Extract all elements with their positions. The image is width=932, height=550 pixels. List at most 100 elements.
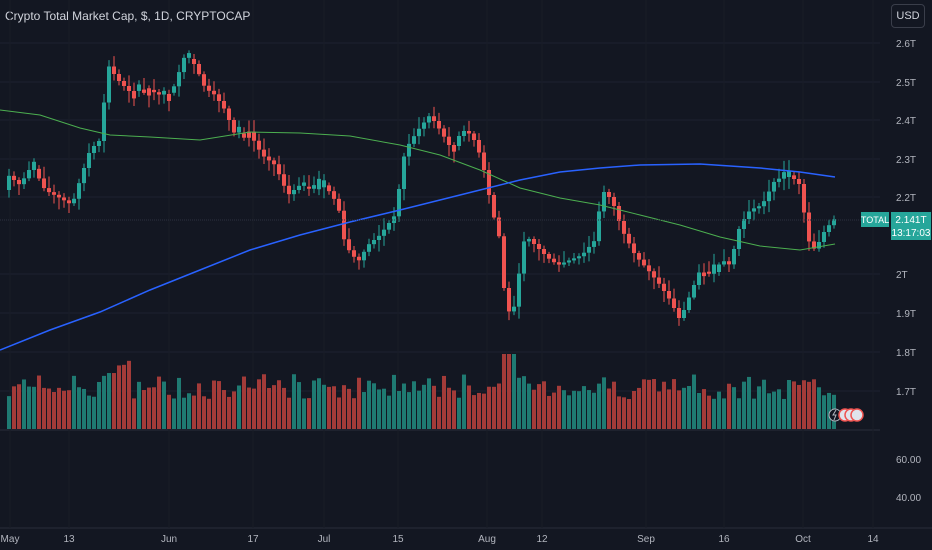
volume-bar (617, 396, 621, 429)
volume-bar (422, 384, 426, 429)
candle (397, 189, 401, 217)
candle (7, 175, 11, 190)
candle (742, 219, 746, 229)
volume-bar (522, 376, 526, 429)
volume-bar (742, 381, 746, 429)
volume-bar (77, 387, 81, 429)
candle (127, 86, 131, 91)
price-axis-tick: 1.7T (896, 387, 916, 398)
candle (357, 256, 361, 261)
x-axis-tick: Aug (478, 534, 496, 545)
volume-bar (717, 391, 721, 429)
volume-bar (777, 389, 781, 429)
volume-bar (207, 398, 211, 429)
volume-bar (697, 392, 701, 429)
candle (677, 308, 681, 318)
candle (427, 116, 431, 123)
volume-bar (462, 374, 466, 429)
volume-bar (722, 398, 726, 429)
x-axis-tick: Jul (318, 534, 331, 545)
volume-bar (272, 385, 276, 429)
candle (832, 219, 836, 226)
candle (687, 297, 691, 310)
currency-button[interactable]: USD (891, 4, 925, 28)
candle (437, 121, 441, 129)
candle (587, 246, 591, 253)
candle (217, 94, 221, 101)
candle (737, 229, 741, 249)
candle (482, 152, 486, 170)
candle (202, 74, 206, 86)
candle (827, 225, 831, 232)
volume-bar (67, 390, 71, 429)
candle (237, 126, 241, 133)
volume-bar (672, 379, 676, 429)
candle (112, 66, 116, 74)
candle (797, 179, 801, 184)
candle (612, 197, 616, 206)
candle (497, 217, 501, 237)
volume-bar (142, 390, 146, 429)
volume-bar (822, 395, 826, 429)
candle (597, 211, 601, 242)
candle (792, 175, 796, 179)
candle (812, 241, 816, 249)
candle (267, 156, 271, 161)
candle (602, 192, 606, 212)
volume-bar (667, 389, 671, 429)
candle (767, 191, 771, 202)
volume-bar (502, 354, 506, 429)
volume-bar (107, 373, 111, 429)
candle (107, 66, 111, 103)
candle (412, 136, 416, 144)
volume-bar (612, 381, 616, 429)
volume-bar (22, 379, 26, 429)
candle (492, 195, 496, 218)
volume-bar (362, 392, 366, 429)
volume-bar (687, 386, 691, 429)
price-axis-tick: 1.9T (896, 309, 916, 320)
candle (47, 188, 51, 193)
candle (512, 306, 516, 312)
candle (717, 264, 721, 272)
event-icon[interactable] (850, 408, 864, 422)
volume-bar (417, 390, 421, 429)
candle (252, 131, 256, 141)
volume-bar (637, 387, 641, 429)
candle (297, 185, 301, 190)
volume-bar (782, 398, 786, 429)
candle (42, 178, 46, 189)
candle (67, 200, 71, 204)
candle (72, 198, 76, 204)
candle (157, 92, 161, 95)
volume-bar (147, 387, 151, 429)
lower-axis-tick: 60.00 (896, 455, 921, 466)
candle (777, 178, 781, 182)
x-axis-tick: Jun (161, 534, 177, 545)
candle (757, 206, 761, 209)
volume-bar (472, 395, 476, 429)
volume-bar (737, 398, 741, 429)
candle (477, 140, 481, 153)
candle (147, 88, 151, 96)
volume-bar (172, 398, 176, 429)
volume-bar (217, 381, 221, 429)
candle (102, 102, 106, 141)
last-price-badge (891, 212, 931, 240)
x-axis-tick: 14 (867, 534, 879, 545)
volume-bar (162, 381, 166, 429)
volume-bar (187, 393, 191, 429)
volume-bar (657, 391, 661, 429)
last-price-symbol: TOTAL (861, 215, 889, 225)
x-axis-tick: 12 (536, 534, 548, 545)
candle (547, 254, 551, 259)
volume-bar (817, 387, 821, 429)
volume-bar (752, 398, 756, 429)
volume-bar (497, 383, 501, 429)
volume-bar (57, 387, 61, 429)
candle (272, 160, 276, 165)
candle (707, 271, 711, 274)
candle (317, 178, 321, 190)
volume-bar (622, 397, 626, 429)
